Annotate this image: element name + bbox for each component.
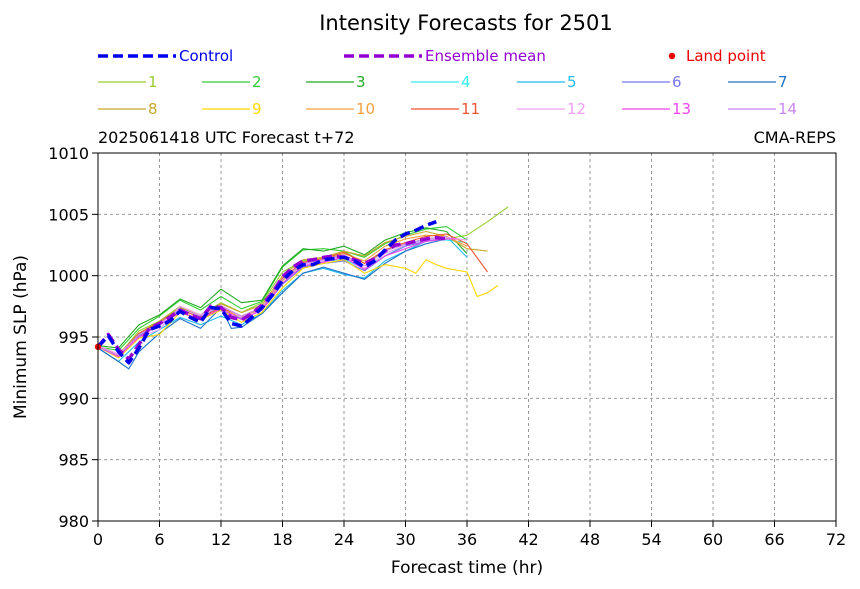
x-tick-label: 42 [518,530,538,549]
legend-label-member-5: 5 [567,73,577,91]
legend-label-member-10: 10 [356,100,375,118]
legend-label-ensemble-mean: Ensemble mean [425,47,546,65]
y-tick-label: 990 [58,389,89,408]
forecast-init-label: 2025061418 UTC Forecast t+72 [98,128,355,147]
legend-label-member-12: 12 [567,100,586,118]
legend-label-member-8: 8 [148,100,158,118]
legend-label-member-13: 13 [672,100,691,118]
series-line-member-8 [97,230,488,355]
chart-title: Intensity Forecasts for 2501 [319,11,613,35]
y-tick-label: 1000 [48,267,89,286]
y-tick-label: 985 [58,451,89,470]
legend-marker-land-point [668,52,676,60]
x-tick-label: 0 [93,530,103,549]
y-tick-label: 995 [58,328,89,347]
series-line-member-7 [97,238,447,370]
series-line-ensemble-mean [96,235,447,361]
x-tick-label: 36 [457,530,477,549]
x-tick-label: 12 [211,530,231,549]
x-tick-label: 18 [272,530,292,549]
y-tick-label: 1010 [48,144,89,163]
x-tick-label: 48 [580,530,600,549]
legend-label-member-7: 7 [778,73,788,91]
y-tick-label: 980 [58,512,89,531]
model-label: CMA-REPS [754,128,836,147]
x-tick-label: 6 [154,530,164,549]
legend-label-member-11: 11 [461,100,480,118]
legend-label-land-point: Land point [686,47,766,65]
legend-label-member-3: 3 [356,73,366,91]
grid [98,153,836,521]
axis-ticks: 0 6 12 18 24 30 36 42 48 54 60 66 72 980 985 990 995 1000… [48,144,846,549]
y-axis-label: Minimum SLP (hPa) [11,255,31,419]
series-line-control [96,220,437,365]
x-tick-label: 30 [395,530,415,549]
x-tick-label: 24 [334,530,354,549]
legend-label-control: Control [179,47,233,65]
series-layer [94,206,509,370]
legend-label-member-9: 9 [252,100,262,118]
legend-label-member-4: 4 [461,73,471,91]
legend-label-member-6: 6 [672,73,682,91]
x-tick-label: 66 [764,530,784,549]
y-tick-label: 1005 [48,205,89,224]
legend-label-member-14: 14 [778,100,797,118]
legend-label-member-2: 2 [252,73,262,91]
x-axis-label: Forecast time (hr) [391,558,543,578]
series-line-member-9 [97,259,499,359]
x-tick-label: 60 [703,530,723,549]
legend-label-member-1: 1 [148,73,158,91]
x-tick-label: 54 [641,530,661,549]
series-line-member-11 [97,233,488,356]
x-tick-label: 72 [826,530,846,549]
